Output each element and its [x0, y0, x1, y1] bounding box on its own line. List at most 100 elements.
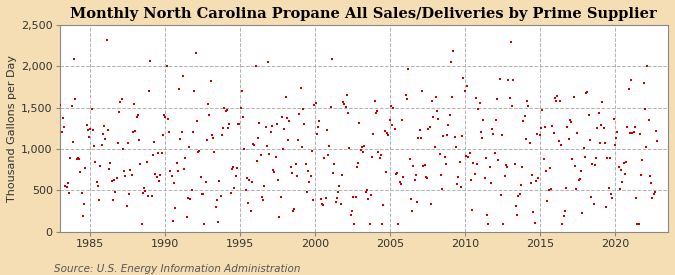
Point	[148, 153, 159, 157]
Point	[258, 197, 269, 202]
Point	[518, 119, 529, 123]
Point	[552, 94, 563, 99]
Point	[286, 170, 297, 175]
Point	[472, 162, 483, 166]
Point	[236, 89, 247, 94]
Point	[453, 175, 464, 180]
Point	[528, 210, 539, 214]
Point	[337, 173, 348, 177]
Point	[481, 156, 491, 160]
Point	[225, 190, 236, 195]
Point	[484, 165, 495, 169]
Point	[274, 214, 285, 219]
Point	[493, 158, 504, 162]
Point	[410, 173, 421, 177]
Point	[601, 205, 612, 210]
Point	[269, 170, 279, 174]
Point	[324, 144, 335, 148]
Point	[547, 124, 558, 128]
Point	[267, 124, 277, 128]
Point	[553, 139, 564, 144]
Point	[209, 150, 219, 154]
Point	[167, 219, 178, 223]
Point	[585, 138, 595, 142]
Point	[255, 153, 266, 158]
Point	[456, 185, 466, 189]
Point	[595, 141, 605, 145]
Point	[344, 146, 355, 151]
Point	[180, 156, 191, 160]
Point	[543, 188, 554, 192]
Point	[524, 141, 535, 145]
Point	[385, 103, 396, 108]
Point	[104, 167, 115, 172]
Point	[200, 180, 211, 184]
Point	[56, 130, 67, 134]
Point	[362, 188, 373, 192]
Point	[358, 149, 369, 154]
Point	[122, 204, 132, 208]
Point	[501, 163, 512, 167]
Point	[566, 120, 576, 124]
Point	[290, 162, 301, 166]
Point	[335, 201, 346, 206]
Text: Source: U.S. Energy Information Administration: Source: U.S. Energy Information Administ…	[54, 264, 300, 274]
Point	[520, 137, 531, 141]
Point	[607, 196, 618, 200]
Point	[377, 221, 387, 226]
Point	[563, 137, 574, 141]
Point	[573, 177, 584, 182]
Point	[317, 202, 327, 206]
Point	[100, 136, 111, 141]
Point	[368, 132, 379, 136]
Point	[365, 192, 376, 197]
Point	[589, 163, 600, 168]
Point	[627, 130, 638, 135]
Point	[537, 108, 547, 112]
Point	[535, 133, 545, 137]
Point	[397, 117, 408, 122]
Point	[583, 113, 594, 117]
Point	[488, 132, 499, 136]
Point	[574, 177, 585, 182]
Point	[469, 172, 480, 177]
Point	[109, 177, 119, 182]
Point	[433, 117, 443, 121]
Point	[359, 144, 370, 148]
Point	[202, 102, 213, 107]
Point	[630, 125, 641, 129]
Point	[331, 196, 342, 200]
Point	[173, 169, 184, 174]
Point	[82, 128, 93, 133]
Point	[495, 193, 506, 197]
Point	[135, 161, 146, 166]
Y-axis label: Thousand Gallons per Day: Thousand Gallons per Day	[7, 55, 17, 202]
Point	[390, 172, 401, 177]
Point	[55, 103, 65, 108]
Point	[169, 180, 180, 185]
Point	[154, 179, 165, 183]
Point	[630, 196, 641, 200]
Point	[103, 127, 113, 132]
Point	[429, 145, 440, 149]
Point	[468, 161, 479, 165]
Point	[381, 130, 392, 135]
Point	[539, 125, 550, 130]
Point	[603, 185, 614, 190]
Point	[296, 145, 307, 150]
Point	[313, 125, 323, 130]
Point	[464, 151, 475, 155]
Point	[427, 99, 437, 103]
Point	[651, 129, 661, 134]
Point	[242, 176, 252, 180]
Point	[605, 192, 616, 196]
Point	[593, 111, 604, 116]
Point	[270, 154, 281, 159]
Point	[300, 162, 311, 166]
Point	[558, 214, 569, 218]
Point	[293, 138, 304, 142]
Point	[217, 126, 228, 130]
Point	[174, 87, 185, 92]
Point	[342, 93, 352, 97]
Point	[494, 76, 505, 81]
